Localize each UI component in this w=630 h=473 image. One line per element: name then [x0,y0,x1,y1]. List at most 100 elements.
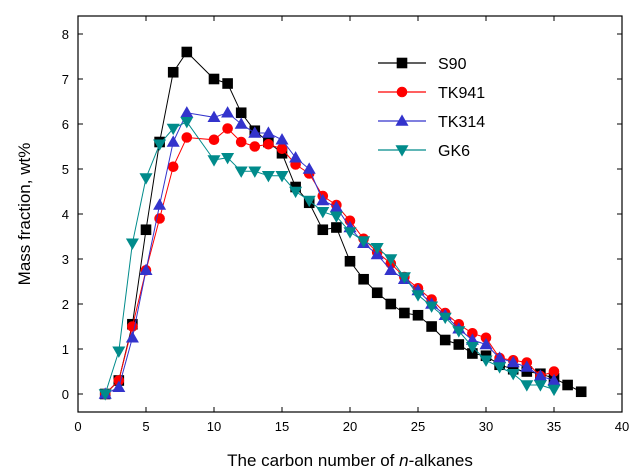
legend-label: TK941 [438,85,485,102]
y-tick-label: 1 [62,342,69,357]
legend-label: S90 [438,56,467,73]
data-point-tk314 [275,133,289,145]
data-point-tk941 [167,161,179,173]
data-point-gk6 [329,211,343,223]
data-point-tk314 [139,263,153,276]
data-point-gk6 [370,242,384,255]
legend-item-tk941: TK941 [378,85,485,102]
legend: S90 TK941 TK314 GK6 [378,56,485,160]
y-tick-label: 8 [62,27,69,42]
data-point-tk314 [316,193,330,206]
data-point-gk6 [520,380,534,392]
data-point-gk6 [221,152,235,165]
data-point-tk314 [506,355,520,368]
data-point-s90 [426,321,437,332]
data-point-gk6 [438,312,452,325]
data-point-s90 [331,222,342,233]
data-point-gk6 [207,155,221,167]
data-point-gk6 [112,346,126,358]
data-point-gk6 [316,206,330,219]
data-point-s90 [167,66,179,78]
data-point-gk6 [289,186,303,199]
data-point-s90 [385,298,397,310]
x-tick-label: 25 [411,419,425,434]
data-point-tk314 [234,117,248,129]
legend-marker [396,57,408,69]
data-point-tk941 [276,143,288,155]
data-point-tk314 [221,106,235,118]
data-point-gk6 [139,173,153,185]
y-tick-label: 5 [62,162,69,177]
data-point-s90 [358,273,369,285]
series-line-s90 [104,51,582,395]
data-point-gk6 [166,123,180,136]
x-tick-label: 40 [615,419,629,434]
x-axis-title-prefix: The carbon number of [227,451,399,470]
data-point-tk314 [520,360,534,372]
x-tick-label: 20 [343,419,357,434]
data-point-gk6 [357,236,371,248]
data-point-gk6 [98,389,112,401]
x-axis-title-suffix: -alkanes [409,451,473,470]
data-point-tk314 [207,110,221,123]
data-point-tk314 [248,126,262,138]
y-tick-label: 0 [62,387,69,402]
series-s90 [99,46,587,400]
data-point-tk941 [249,141,261,152]
data-point-gk6 [153,139,167,151]
data-point-gk6 [397,272,411,284]
data-point-tk941 [263,138,274,150]
data-point-gk6 [411,290,425,302]
data-point-tk941 [208,134,220,146]
data-point-s90 [317,224,329,236]
x-axis-title-italic: n [399,451,408,470]
legend-marker [395,114,409,126]
data-point-gk6 [506,368,520,381]
series-gk6 [98,116,561,401]
axes: 0 5 10 15 20 25 30 35 40 0 1 2 3 4 5 6 7 8 [62,16,629,434]
y-tick-label: 4 [62,207,69,222]
x-tick-label: 10 [207,419,221,434]
data-point-s90 [453,339,465,350]
data-point-s90 [208,73,220,85]
data-point-tk314 [302,162,316,174]
data-point-tk941 [222,123,233,134]
data-point-s90 [439,334,451,346]
data-point-gk6 [384,254,398,266]
y-tick-label: 2 [62,297,69,312]
data-point-s90 [371,287,383,299]
legend-item-gk6: GK6 [378,143,470,160]
x-tick-label: 5 [142,419,149,434]
y-tick-label: 3 [62,252,69,267]
data-point-tk314 [479,337,493,350]
data-point-gk6 [234,166,248,178]
data-point-s90 [344,255,356,267]
legend-item-s90: S90 [378,56,467,73]
data-point-gk6 [479,355,493,367]
data-point-tk941 [127,321,138,332]
data-point-gk6 [547,384,561,397]
data-point-gk6 [452,326,466,338]
x-tick-label: 0 [74,419,81,434]
y-axis-title: Mass fraction, wt% [15,143,34,286]
data-point-gk6 [275,170,289,183]
data-point-tk314 [125,331,139,343]
data-point-s90 [399,307,410,319]
x-tick-label: 35 [547,419,561,434]
x-tick-label: 15 [275,419,289,434]
x-tick-label: 30 [479,419,493,434]
data-point-gk6 [261,170,275,183]
legend-item-tk314: TK314 [378,114,485,131]
data-point-tk314 [153,198,167,210]
data-point-gk6 [465,341,479,354]
y-tick-label: 6 [62,117,69,132]
data-point-gk6 [180,116,194,129]
data-point-tk314 [166,135,180,147]
legend-marker [396,86,408,98]
data-point-gk6 [125,238,139,250]
data-point-gk6 [302,195,316,208]
x-axis-title: The carbon number of n-alkanes [227,451,473,470]
data-point-gk6 [343,227,357,239]
data-point-tk314 [384,263,398,276]
